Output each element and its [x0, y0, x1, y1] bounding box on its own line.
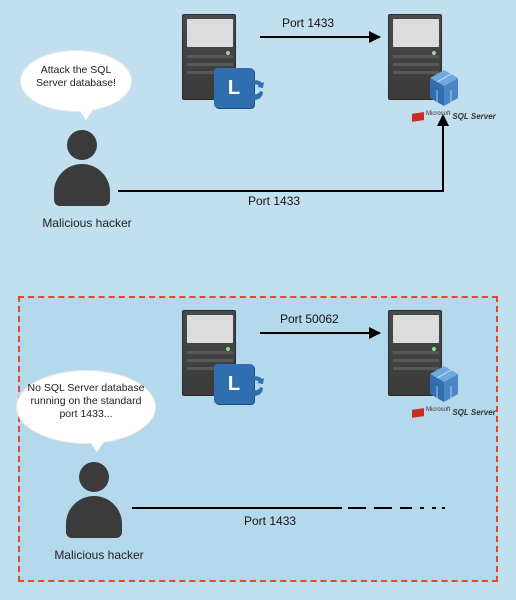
- scenario-default-port: Attack the SQL Server database! Maliciou…: [18, 12, 498, 272]
- lync-letter: L: [228, 77, 240, 100]
- malicious-hacker-figure: [52, 130, 112, 210]
- speech-bubble-no-db: No SQL Server database running on the st…: [16, 370, 156, 444]
- arrow-server-to-db: [260, 332, 380, 334]
- lync-badge: L: [214, 364, 254, 404]
- sql-server-brand: Microsoft SQL Server: [412, 112, 496, 121]
- port-label-hacker: Port 1433: [244, 514, 296, 528]
- lync-badge: L: [214, 68, 254, 108]
- microsoft-flag-icon: [412, 408, 424, 418]
- port-label-top: Port 50062: [280, 312, 339, 326]
- sql-prefix: Microsoft: [426, 407, 450, 413]
- port-label-top: Port 1433: [282, 16, 334, 30]
- bubble-text: No SQL Server database running on the st…: [28, 382, 145, 420]
- sql-brand-text: SQL Server: [452, 408, 495, 417]
- refresh-icon: [244, 372, 268, 396]
- refresh-icon: [244, 76, 268, 100]
- malicious-hacker-figure: [64, 462, 124, 542]
- port-label-hacker: Port 1433: [248, 194, 300, 208]
- sql-brand-text: SQL Server: [452, 112, 495, 121]
- database-cube-icon: [422, 66, 466, 110]
- lync-letter: L: [228, 373, 240, 396]
- hacker-label: Malicious hacker: [44, 548, 154, 562]
- speech-bubble-attack: Attack the SQL Server database!: [20, 50, 132, 112]
- scenario-nonstandard-port: No SQL Server database running on the st…: [18, 296, 498, 582]
- hacker-label: Malicious hacker: [32, 216, 142, 230]
- bubble-text: Attack the SQL Server database!: [36, 64, 116, 89]
- database-cube-icon: [422, 362, 466, 406]
- microsoft-flag-icon: [412, 112, 424, 122]
- sql-server-brand: Microsoft SQL Server: [412, 408, 496, 417]
- arrow-server-to-db: [260, 36, 380, 38]
